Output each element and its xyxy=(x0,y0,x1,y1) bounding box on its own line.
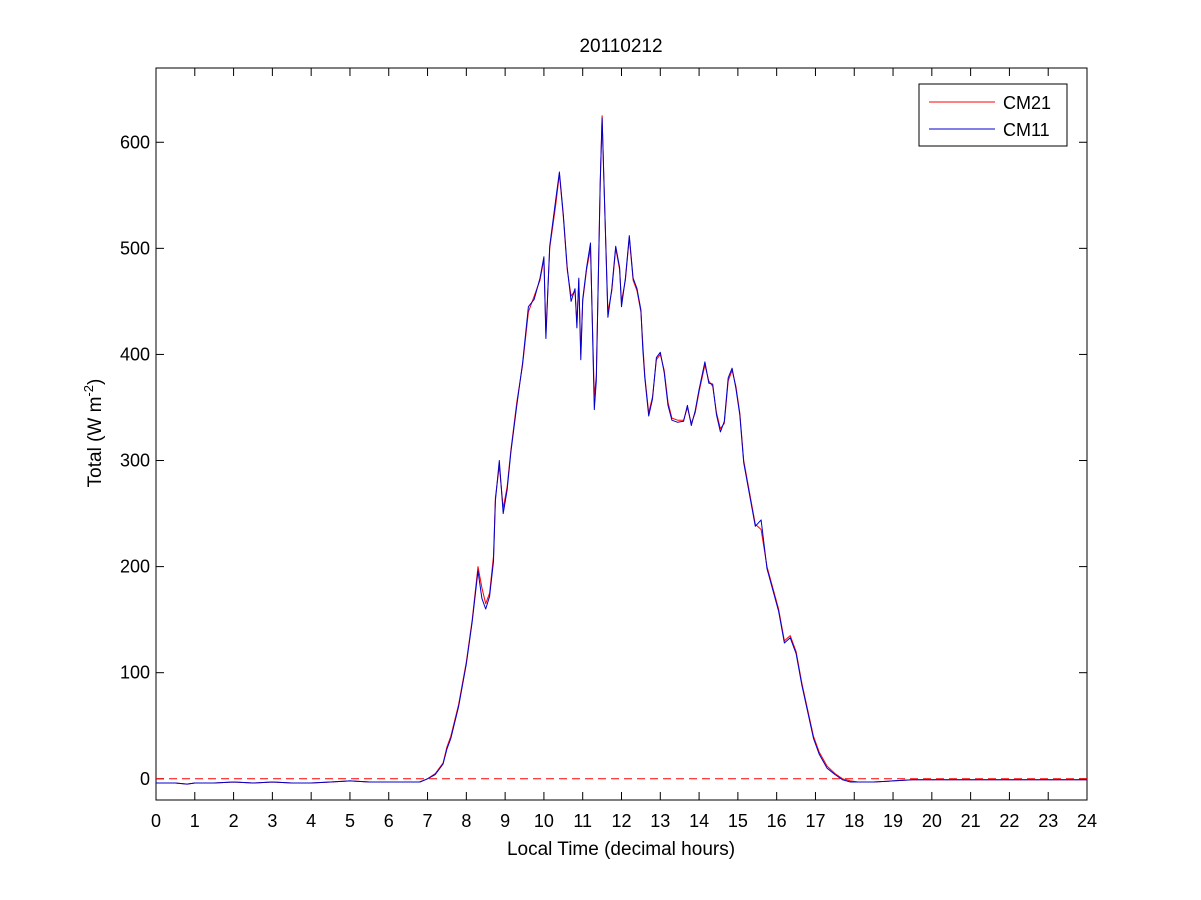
y-axis-label: Total (W m-2) xyxy=(81,379,106,488)
x-tick-label: 9 xyxy=(500,811,510,831)
x-tick-label: 7 xyxy=(423,811,433,831)
x-tick-label: 5 xyxy=(345,811,355,831)
y-tick-label: 300 xyxy=(120,451,150,471)
x-tick-label: 24 xyxy=(1077,811,1097,831)
legend-box xyxy=(918,83,1068,147)
x-tick-label: 0 xyxy=(151,811,161,831)
x-tick-label: 14 xyxy=(689,811,709,831)
x-tick-label: 12 xyxy=(611,811,631,831)
x-tick-label: 22 xyxy=(999,811,1019,831)
y-tick-label: 100 xyxy=(120,663,150,683)
x-tick-label: 1 xyxy=(190,811,200,831)
x-tick-label: 19 xyxy=(883,811,903,831)
series-line-cm21 xyxy=(156,115,1087,785)
x-tick-label: 11 xyxy=(573,811,592,831)
y-tick-label: 0 xyxy=(140,769,150,789)
y-axis-label-suffix: ) xyxy=(85,379,106,385)
x-tick-label: 4 xyxy=(306,811,316,831)
x-tick-label: 10 xyxy=(534,811,554,831)
x-tick-label: 2 xyxy=(229,811,239,831)
chart-title: 20110212 xyxy=(579,36,662,57)
y-tick-label: 500 xyxy=(120,238,150,258)
x-tick-label: 3 xyxy=(267,811,277,831)
x-tick-label: 20 xyxy=(922,811,942,831)
axes-frame xyxy=(155,67,1088,801)
y-tick-label: 400 xyxy=(120,344,150,364)
legend: CM21 CM11 xyxy=(918,83,1068,147)
x-tick-label: 23 xyxy=(1038,811,1058,831)
x-tick-label: 21 xyxy=(961,811,981,831)
y-axis-label-prefix: Total (W m xyxy=(85,397,106,488)
legend-label-cm11: CM11 xyxy=(1003,120,1050,140)
x-tick-label: 17 xyxy=(805,811,825,831)
x-tick-label: 6 xyxy=(384,811,394,831)
y-axis-label-superscript: -2 xyxy=(81,385,96,397)
plot-area: 0 1 2 3 4 5 6 7 8 9 10 11 12 13 14 15 16 17 18 19 20 21 22 23 24… xyxy=(120,67,1097,831)
x-tick-label: 18 xyxy=(844,811,864,831)
x-tick-label: 8 xyxy=(461,811,471,831)
y-tick-label: 200 xyxy=(120,557,150,577)
x-tick-label: 13 xyxy=(650,811,670,831)
series-line-cm11 xyxy=(156,117,1087,785)
legend-label-cm21: CM21 xyxy=(1003,93,1051,113)
x-tick-label: 15 xyxy=(728,811,748,831)
x-tick-label: 16 xyxy=(767,811,787,831)
y-tick-label: 600 xyxy=(120,132,150,152)
x-axis-label: Local Time (decimal hours) xyxy=(507,839,735,860)
